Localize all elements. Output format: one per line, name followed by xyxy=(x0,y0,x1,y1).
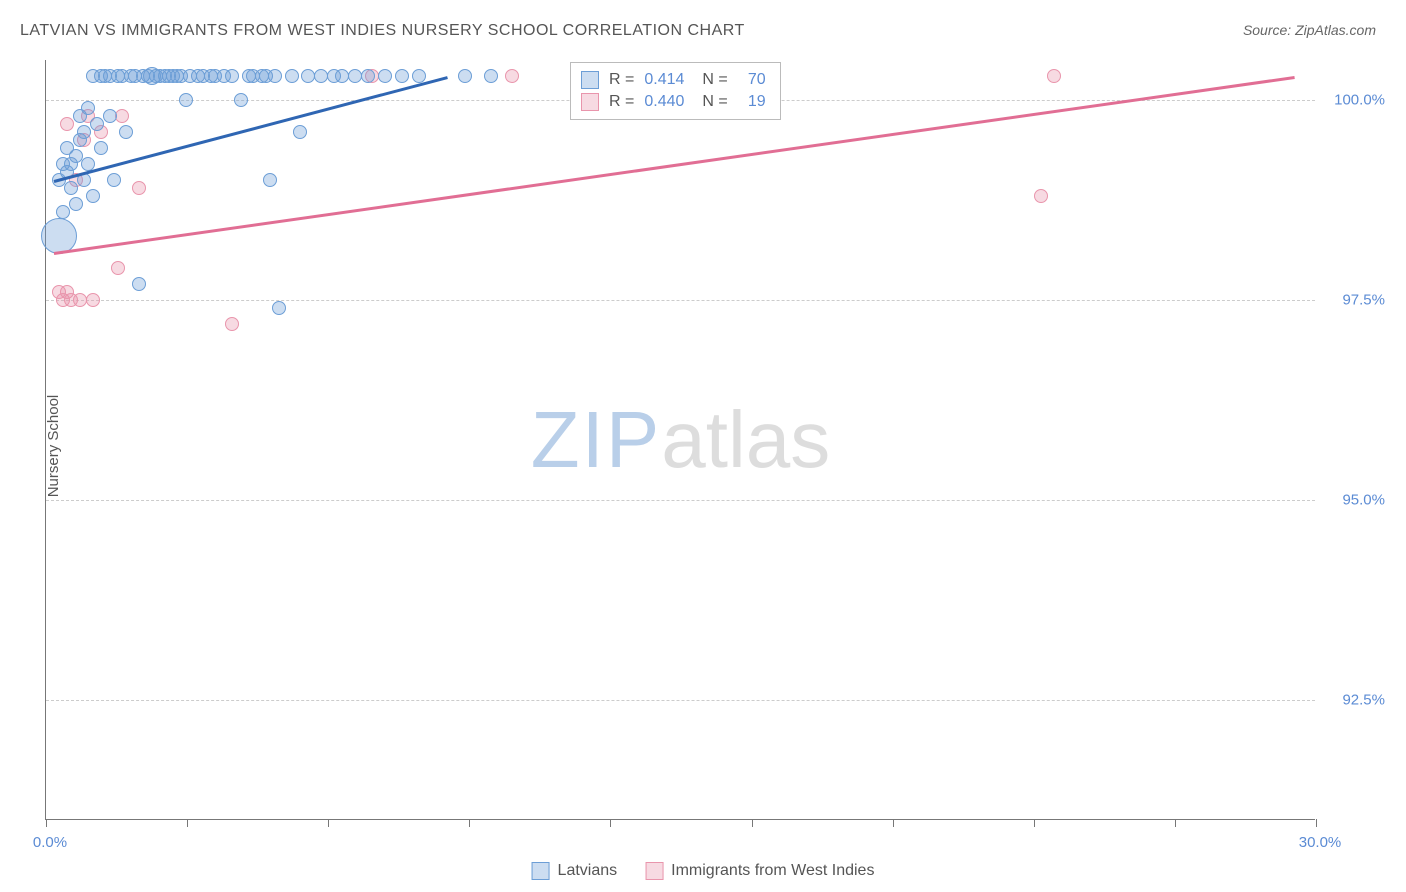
data-point xyxy=(361,69,375,83)
data-point xyxy=(378,69,392,83)
watermark-zip: ZIP xyxy=(531,395,661,484)
data-point xyxy=(94,141,108,155)
y-tick-label: 92.5% xyxy=(1325,692,1385,709)
data-point xyxy=(293,125,307,139)
scatter-plot-area: ZIPatlas 92.5%95.0%97.5%100.0% xyxy=(45,60,1315,820)
x-tick xyxy=(187,819,188,827)
watermark-atlas: atlas xyxy=(661,395,830,484)
x-tick xyxy=(752,819,753,827)
data-point xyxy=(69,149,83,163)
data-point xyxy=(263,173,277,187)
stat-n-value: 70 xyxy=(738,71,766,89)
legend-item-latvians: Latvians xyxy=(532,862,618,880)
data-point xyxy=(285,69,299,83)
data-point xyxy=(119,125,133,139)
stat-r-value: 0.440 xyxy=(644,93,692,111)
data-point xyxy=(69,197,83,211)
stat-n-label: N = xyxy=(702,93,727,111)
gridline xyxy=(46,700,1315,701)
stat-r-label: R = xyxy=(609,71,634,89)
data-point xyxy=(268,69,282,83)
data-point xyxy=(107,173,121,187)
x-axis-end-label: 30.0% xyxy=(1299,834,1342,851)
stats-row: R = 0.440 N = 19 xyxy=(581,91,766,113)
stat-r-label: R = xyxy=(609,93,634,111)
data-point xyxy=(484,69,498,83)
stat-n-value: 19 xyxy=(738,93,766,111)
legend-swatch-icon xyxy=(581,71,599,89)
data-point xyxy=(458,69,472,83)
series-legend: Latvians Immigrants from West Indies xyxy=(532,862,875,880)
data-point xyxy=(64,181,78,195)
data-point xyxy=(81,101,95,115)
gridline xyxy=(46,300,1315,301)
legend-label: Latvians xyxy=(558,862,618,880)
trend-line xyxy=(54,76,448,183)
legend-swatch-icon xyxy=(581,93,599,111)
legend-label: Immigrants from West Indies xyxy=(671,862,874,880)
data-point xyxy=(86,293,100,307)
y-tick-label: 97.5% xyxy=(1325,292,1385,309)
legend-swatch-icon xyxy=(645,862,663,880)
x-tick xyxy=(1034,819,1035,827)
data-point xyxy=(115,109,129,123)
data-point xyxy=(395,69,409,83)
data-point xyxy=(103,109,117,123)
y-tick-label: 95.0% xyxy=(1325,492,1385,509)
data-point xyxy=(1034,189,1048,203)
data-point xyxy=(234,93,248,107)
data-point xyxy=(225,69,239,83)
data-point xyxy=(86,189,100,203)
data-point xyxy=(77,125,91,139)
data-point xyxy=(505,69,519,83)
x-tick xyxy=(328,819,329,827)
data-point xyxy=(179,93,193,107)
source-attribution: Source: ZipAtlas.com xyxy=(1243,22,1376,38)
y-tick-label: 100.0% xyxy=(1325,92,1385,109)
stat-r-value: 0.414 xyxy=(644,71,692,89)
x-tick xyxy=(469,819,470,827)
x-axis-end-label: 0.0% xyxy=(33,834,67,851)
data-point xyxy=(272,301,286,315)
legend-item-west-indies: Immigrants from West Indies xyxy=(645,862,874,880)
legend-swatch-icon xyxy=(532,862,550,880)
data-point xyxy=(60,117,74,131)
stat-n-label: N = xyxy=(702,71,727,89)
data-point xyxy=(412,69,426,83)
data-point xyxy=(1047,69,1061,83)
x-tick xyxy=(610,819,611,827)
data-point xyxy=(90,117,104,131)
data-point xyxy=(132,277,146,291)
data-point xyxy=(56,205,70,219)
x-tick xyxy=(1175,819,1176,827)
gridline xyxy=(46,500,1315,501)
chart-title: LATVIAN VS IMMIGRANTS FROM WEST INDIES N… xyxy=(20,22,745,40)
watermark-logo: ZIPatlas xyxy=(531,394,830,486)
x-tick xyxy=(1316,819,1317,827)
stats-row: R = 0.414 N = 70 xyxy=(581,69,766,91)
x-tick xyxy=(893,819,894,827)
x-tick xyxy=(46,819,47,827)
correlation-stats-legend: R = 0.414 N = 70 R = 0.440 N = 19 xyxy=(570,62,781,120)
data-point xyxy=(132,181,146,195)
data-point xyxy=(225,317,239,331)
data-point xyxy=(111,261,125,275)
